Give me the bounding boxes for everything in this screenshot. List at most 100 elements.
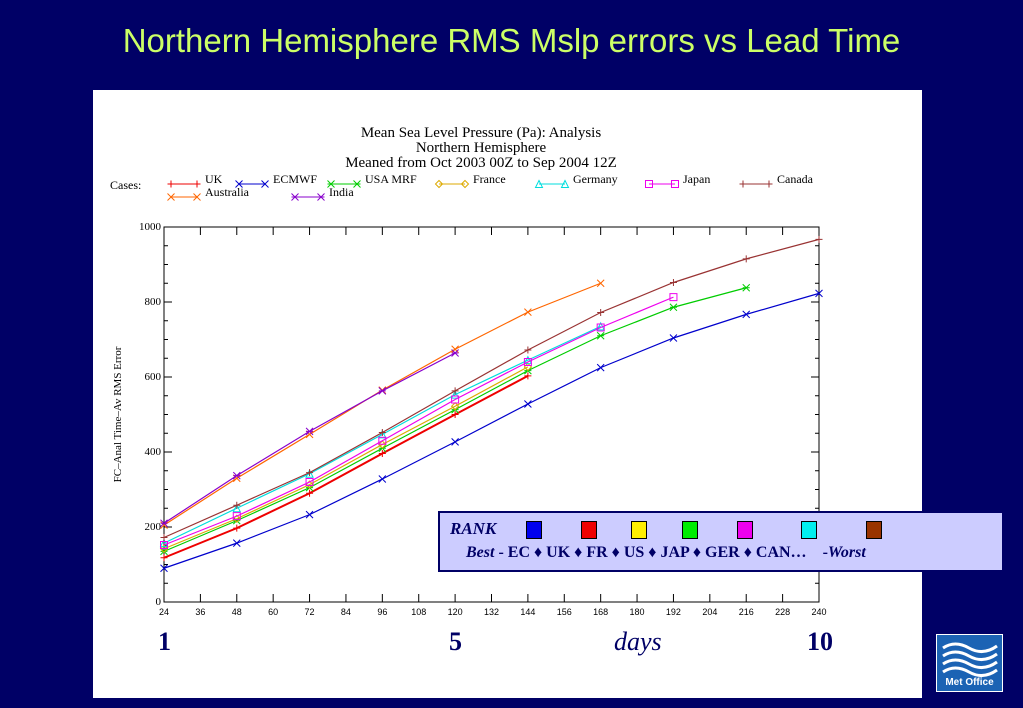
series-india — [160, 349, 459, 528]
rank-box: RANK Best - EC ♦ UK ♦ FR ♦ US ♦ JAP ♦ GE… — [438, 511, 1004, 572]
legend-label: Germany — [573, 172, 618, 186]
marker-stroke — [669, 293, 678, 302]
series-marker — [232, 503, 242, 513]
day-label-1: 1 — [158, 627, 171, 656]
series-marker — [524, 372, 532, 380]
marker-stroke — [160, 564, 168, 573]
rank-swatch — [737, 521, 753, 539]
series-marker — [353, 180, 361, 188]
chart-title: Mean Sea Level Pressure (Pa): Analysis — [361, 125, 602, 141]
marker-stroke — [534, 179, 544, 188]
legend-entry-india: India — [291, 185, 354, 201]
marker-stroke — [460, 179, 470, 189]
rank-swatch — [631, 521, 647, 539]
x-tick-label: 48 — [232, 607, 242, 617]
series-marker — [645, 180, 653, 188]
series-line — [163, 366, 529, 550]
legend-entry-canada: Canada — [739, 172, 814, 188]
marker-stroke — [159, 544, 169, 553]
marker-stroke — [523, 358, 532, 366]
x-tick-label: 156 — [557, 607, 572, 617]
rank-best-label: Best — [466, 544, 495, 561]
marker-stroke — [305, 510, 314, 519]
legend-cases-label: Cases: — [110, 178, 141, 192]
series-australia — [160, 279, 605, 529]
x-tick-label: 216 — [739, 607, 754, 617]
legend-label: France — [473, 172, 506, 186]
x-tick-label: 240 — [811, 607, 826, 617]
series-marker — [596, 363, 605, 372]
series-marker — [451, 387, 459, 395]
day-label-5: 5 — [449, 627, 462, 656]
series-canada — [160, 235, 823, 541]
marker-stroke — [671, 180, 679, 188]
legend-entry-usa-mrf: USA MRF — [327, 172, 417, 188]
marker-stroke — [524, 400, 532, 408]
series-marker — [193, 193, 201, 201]
x-tick-label: 72 — [305, 607, 315, 617]
series-marker — [159, 538, 169, 548]
rank-order-text: EC ♦ UK ♦ FR ♦ US ♦ JAP ♦ GER ♦ CAN… — [507, 544, 807, 561]
marker-stroke — [596, 279, 605, 288]
series-marker — [378, 387, 387, 395]
series-marker — [671, 180, 679, 188]
y-tick-label: 0 — [156, 596, 162, 608]
x-tick-label: 36 — [195, 607, 205, 617]
series-marker — [233, 524, 241, 532]
slide-title: Northern Hemisphere RMS Mslp errors vs L… — [122, 22, 901, 59]
series-marker — [524, 346, 532, 354]
rank-swatch — [866, 521, 882, 539]
marker-stroke — [742, 310, 751, 319]
rank-swatch — [801, 521, 817, 539]
series-marker — [291, 193, 299, 201]
met-office-logo: Met Office — [936, 634, 1003, 692]
series-line — [163, 296, 674, 546]
series-marker — [596, 279, 605, 288]
marker-stroke — [450, 402, 460, 411]
series-marker — [160, 534, 168, 541]
series-marker — [523, 358, 532, 366]
y-tick-label: 800 — [145, 296, 162, 308]
legend-label: USA MRF — [365, 172, 417, 186]
chart-svg: Mean Sea Level Pressure (Pa): AnalysisNo… — [110, 125, 827, 617]
y-axis-label: FC–Anal Time–Av RMS Error — [112, 346, 124, 482]
series-marker — [451, 395, 460, 404]
series-marker — [167, 193, 175, 201]
marker-stroke — [378, 436, 387, 445]
series-marker — [305, 430, 314, 439]
legend-entry-japan: Japan — [645, 172, 710, 188]
series-marker — [742, 283, 751, 292]
x-tick-label: 228 — [775, 607, 790, 617]
series-marker — [160, 564, 168, 573]
series-marker — [742, 310, 751, 319]
series-marker — [317, 193, 325, 201]
marker-stroke — [235, 180, 243, 188]
legend-label: ECMWF — [273, 172, 317, 186]
marker-stroke — [305, 478, 314, 486]
series-marker — [261, 180, 269, 188]
series-marker — [742, 255, 750, 263]
chart-subtitle: Meaned from Oct 2003 00Z to Sep 2004 12Z — [345, 155, 617, 171]
series-marker — [305, 510, 314, 519]
x-tick-label: 204 — [702, 607, 717, 617]
series-japan — [160, 293, 678, 549]
series-marker — [669, 303, 678, 312]
y-tick-label: 200 — [145, 521, 162, 533]
marker-stroke — [159, 538, 169, 548]
x-tick-label: 120 — [448, 607, 463, 617]
series-line — [163, 238, 820, 539]
series-marker — [232, 512, 241, 521]
marker-stroke — [596, 323, 605, 332]
series-marker — [378, 475, 387, 483]
marker-stroke — [160, 541, 168, 549]
marker-stroke — [596, 363, 605, 372]
series-marker — [235, 180, 243, 188]
series-line — [163, 282, 601, 526]
series-marker — [160, 519, 168, 528]
series-marker — [524, 308, 532, 316]
series-marker — [524, 400, 532, 408]
series-marker — [451, 345, 459, 354]
x-tick-label: 108 — [411, 607, 426, 617]
marker-stroke — [451, 438, 459, 446]
legend-label: Canada — [777, 172, 814, 186]
